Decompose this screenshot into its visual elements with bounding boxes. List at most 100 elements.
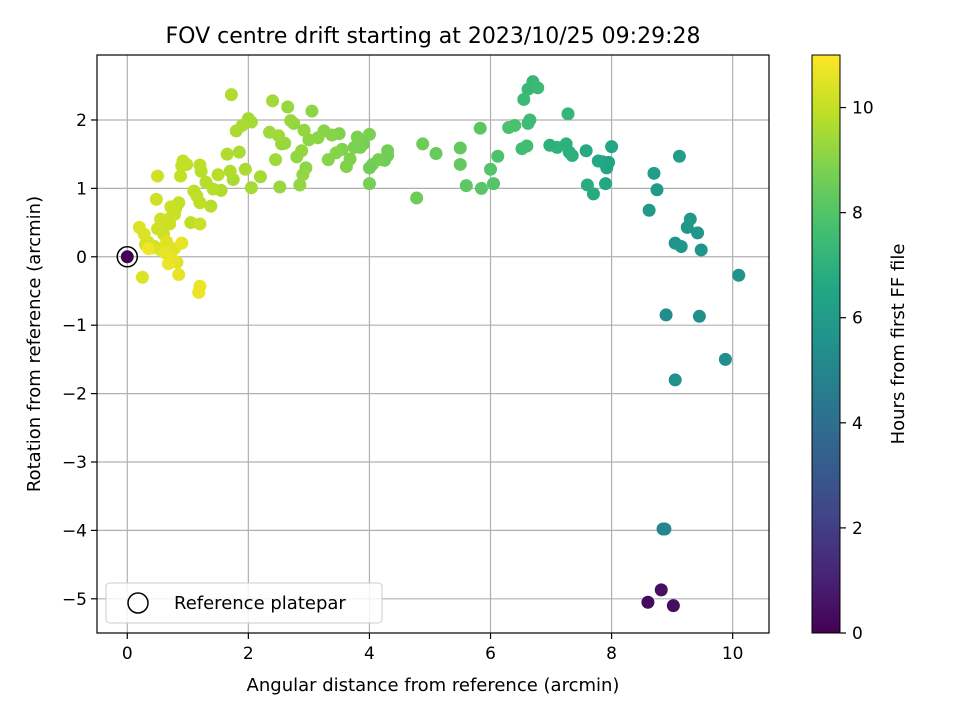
legend: Reference platepar xyxy=(105,582,383,624)
data-point xyxy=(591,154,605,168)
data-point xyxy=(305,104,319,118)
data-point xyxy=(416,137,430,151)
data-point xyxy=(229,124,243,138)
data-point xyxy=(473,121,487,135)
data-point xyxy=(284,114,298,128)
data-point xyxy=(691,226,705,240)
legend-marker-reference xyxy=(127,592,149,614)
y-tick-label: −5 xyxy=(62,590,87,610)
data-point xyxy=(523,113,537,127)
data-point xyxy=(238,162,252,176)
data-point xyxy=(605,140,619,154)
y-axis-ticks: −5 −4 −3 −2 −1 0 1 2 xyxy=(62,111,97,610)
data-point xyxy=(683,212,697,226)
data-point xyxy=(302,133,316,147)
data-point xyxy=(263,125,277,139)
data-point xyxy=(297,123,311,137)
grid xyxy=(97,55,769,633)
data-point xyxy=(158,246,172,260)
x-tick-label: 8 xyxy=(606,644,617,664)
legend-box xyxy=(105,582,383,624)
data-point xyxy=(193,217,207,231)
x-tick-label: 0 xyxy=(122,644,133,664)
data-point xyxy=(151,222,165,236)
chart-title: FOV centre drift starting at 2023/10/25 … xyxy=(166,24,701,49)
reference-point xyxy=(120,250,134,264)
data-point xyxy=(273,180,287,194)
x-tick-label: 2 xyxy=(243,644,254,664)
data-point xyxy=(199,175,213,189)
data-point xyxy=(223,164,237,178)
data-point xyxy=(204,199,218,213)
data-point xyxy=(666,599,680,613)
data-point xyxy=(517,92,531,106)
data-point xyxy=(642,203,656,217)
data-point xyxy=(410,191,424,205)
data-point xyxy=(339,159,353,173)
data-point xyxy=(224,88,238,102)
data-point xyxy=(232,145,246,159)
colorbar-tick-label: 10 xyxy=(852,99,874,119)
colorbar-label: Hours from first FF file xyxy=(888,244,909,445)
data-point xyxy=(164,200,178,214)
data-point xyxy=(718,352,732,366)
colorbar-ticks: 0 2 4 6 8 10 xyxy=(840,99,874,644)
data-point xyxy=(429,146,443,160)
data-point xyxy=(175,236,189,250)
data-point xyxy=(521,82,535,96)
data-point xyxy=(350,130,364,144)
scatter-points xyxy=(116,75,746,613)
data-point xyxy=(453,141,467,155)
data-point xyxy=(732,268,746,282)
data-point xyxy=(668,373,682,387)
data-point xyxy=(579,144,593,158)
data-point xyxy=(502,121,516,135)
data-point xyxy=(474,181,488,195)
colorbar-tick-label: 4 xyxy=(852,414,863,434)
colorbar-tick-label: 2 xyxy=(852,519,863,539)
data-point xyxy=(650,183,664,197)
data-point xyxy=(484,162,498,176)
data-point xyxy=(692,309,706,323)
data-point xyxy=(281,100,295,114)
data-point xyxy=(362,161,376,175)
colorbar-gradient xyxy=(811,54,841,634)
data-point xyxy=(487,177,501,191)
data-point xyxy=(658,522,672,536)
data-point xyxy=(580,178,594,192)
x-tick-label: 6 xyxy=(485,644,496,664)
data-point xyxy=(266,94,280,108)
data-point xyxy=(132,220,146,234)
data-point xyxy=(694,243,708,257)
legend-label-reference: Reference platepar xyxy=(174,593,346,614)
data-point xyxy=(515,142,529,156)
colorbar-tick-label: 0 xyxy=(852,624,863,644)
data-point xyxy=(296,168,310,182)
data-point xyxy=(211,168,225,182)
y-tick-label: 1 xyxy=(76,179,87,199)
colorbar: 0 2 4 6 8 10 Hours from first FF file xyxy=(811,54,909,644)
data-point xyxy=(220,147,234,161)
data-point xyxy=(135,270,149,284)
reference-point-ring xyxy=(116,246,139,268)
y-axis-label: Rotation from reference (arcmin) xyxy=(24,196,45,492)
x-tick-label: 10 xyxy=(722,644,744,664)
data-point xyxy=(672,149,686,163)
data-point xyxy=(459,179,473,193)
data-point xyxy=(347,140,361,154)
data-point xyxy=(175,159,189,173)
colorbar-tick-label: 6 xyxy=(852,309,863,329)
data-point xyxy=(321,153,335,167)
data-point xyxy=(565,149,579,163)
data-point xyxy=(172,268,186,282)
data-point xyxy=(362,177,376,191)
data-point xyxy=(141,242,155,256)
y-tick-label: −3 xyxy=(62,453,87,473)
x-tick-label: 4 xyxy=(364,644,375,664)
data-point xyxy=(192,285,206,299)
data-point xyxy=(599,177,613,191)
data-point xyxy=(151,169,165,183)
data-point xyxy=(659,308,673,322)
x-axis-label: Angular distance from reference (arcmin) xyxy=(247,675,620,696)
data-point xyxy=(641,595,655,609)
